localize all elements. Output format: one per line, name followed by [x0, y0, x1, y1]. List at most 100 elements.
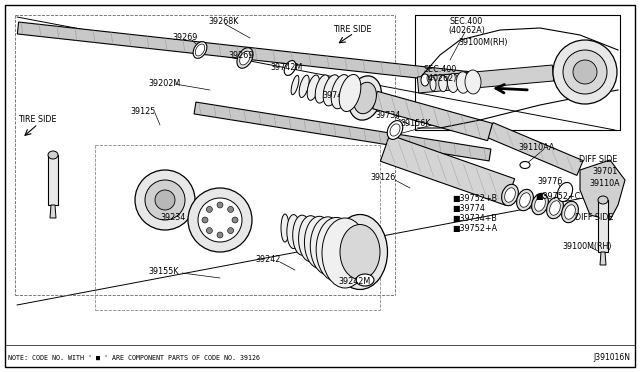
Ellipse shape: [534, 197, 545, 211]
Text: 39242M: 39242M: [338, 278, 371, 286]
Polygon shape: [380, 135, 515, 205]
Text: 39242: 39242: [255, 256, 280, 264]
Circle shape: [553, 40, 617, 104]
Ellipse shape: [550, 201, 561, 215]
Ellipse shape: [532, 193, 548, 215]
Ellipse shape: [307, 75, 319, 100]
Ellipse shape: [349, 76, 381, 120]
Text: 39776: 39776: [537, 177, 563, 186]
Ellipse shape: [353, 82, 376, 114]
Ellipse shape: [516, 189, 533, 211]
Ellipse shape: [447, 74, 458, 93]
Circle shape: [228, 228, 234, 234]
Ellipse shape: [421, 74, 429, 86]
Text: 39202M: 39202M: [148, 78, 180, 87]
Text: 39100M(RH): 39100M(RH): [458, 38, 508, 48]
Ellipse shape: [240, 51, 250, 65]
Ellipse shape: [339, 74, 361, 112]
Text: 39234: 39234: [160, 214, 185, 222]
Ellipse shape: [598, 196, 608, 204]
Circle shape: [202, 217, 208, 223]
Text: 39126: 39126: [370, 173, 396, 183]
Text: DIFF SIDE: DIFF SIDE: [575, 214, 613, 222]
Ellipse shape: [305, 216, 334, 268]
Polygon shape: [372, 92, 492, 141]
Ellipse shape: [287, 215, 300, 248]
Polygon shape: [194, 102, 491, 161]
Circle shape: [217, 202, 223, 208]
Ellipse shape: [561, 201, 579, 223]
Ellipse shape: [316, 217, 356, 282]
Text: ■39774: ■39774: [452, 203, 485, 212]
Text: 39734: 39734: [375, 110, 400, 119]
Ellipse shape: [520, 193, 531, 207]
Circle shape: [135, 170, 195, 230]
Text: 39268K: 39268K: [208, 17, 238, 26]
Circle shape: [228, 206, 234, 212]
Ellipse shape: [456, 72, 470, 93]
Polygon shape: [487, 123, 583, 175]
Text: ■39752+B: ■39752+B: [452, 193, 497, 202]
Text: DIFF SIDE: DIFF SIDE: [579, 155, 617, 164]
Ellipse shape: [281, 214, 289, 242]
Text: TIRE SIDE: TIRE SIDE: [18, 115, 56, 125]
Text: 39125: 39125: [130, 108, 156, 116]
Polygon shape: [48, 155, 58, 205]
Ellipse shape: [195, 44, 205, 56]
Ellipse shape: [520, 161, 530, 169]
Text: 39110AA: 39110AA: [518, 144, 554, 153]
Circle shape: [563, 50, 607, 94]
Text: (40262): (40262): [425, 74, 456, 83]
Circle shape: [198, 198, 242, 242]
Ellipse shape: [310, 217, 346, 275]
Text: ■39752+C: ■39752+C: [535, 192, 580, 201]
Ellipse shape: [292, 215, 312, 255]
Text: SEC.400: SEC.400: [423, 65, 456, 74]
Text: 39269: 39269: [172, 33, 197, 42]
Polygon shape: [580, 160, 625, 220]
Text: 39742M: 39742M: [270, 62, 302, 71]
Text: (40262A): (40262A): [448, 26, 485, 35]
Text: J391016N: J391016N: [593, 353, 630, 362]
Ellipse shape: [430, 77, 436, 91]
Ellipse shape: [557, 183, 573, 202]
Ellipse shape: [547, 197, 563, 219]
Ellipse shape: [284, 61, 296, 76]
Ellipse shape: [299, 216, 323, 262]
Ellipse shape: [48, 151, 58, 159]
Ellipse shape: [356, 274, 374, 286]
Ellipse shape: [465, 70, 481, 94]
Ellipse shape: [340, 224, 380, 279]
Ellipse shape: [237, 48, 253, 68]
Ellipse shape: [291, 75, 299, 95]
Polygon shape: [598, 200, 608, 252]
Text: 39110A: 39110A: [589, 179, 620, 187]
Ellipse shape: [333, 215, 387, 289]
Text: 39155K: 39155K: [148, 267, 179, 276]
Text: ■39752+A: ■39752+A: [452, 224, 497, 232]
Ellipse shape: [390, 124, 400, 136]
Text: 39742: 39742: [322, 90, 348, 99]
Polygon shape: [17, 22, 491, 86]
Text: SEC.400: SEC.400: [450, 17, 483, 26]
Text: 39701: 39701: [593, 167, 618, 176]
Ellipse shape: [439, 75, 447, 92]
Ellipse shape: [323, 75, 340, 106]
Circle shape: [206, 206, 212, 212]
Circle shape: [217, 232, 223, 238]
Polygon shape: [50, 205, 56, 218]
Circle shape: [145, 180, 185, 220]
Text: ■39734+B: ■39734+B: [452, 214, 497, 222]
Ellipse shape: [502, 184, 518, 206]
Ellipse shape: [193, 42, 207, 58]
Text: NOTE: CODE NO. WITH ' ■ ' ARE COMPONENT PARTS OF CODE NO. 39126: NOTE: CODE NO. WITH ' ■ ' ARE COMPONENT …: [8, 355, 260, 361]
Ellipse shape: [387, 121, 403, 140]
Text: TIRE SIDE: TIRE SIDE: [333, 26, 371, 35]
Ellipse shape: [322, 218, 368, 288]
Ellipse shape: [315, 75, 330, 103]
Ellipse shape: [331, 75, 351, 109]
Polygon shape: [417, 65, 554, 93]
Text: 39156K: 39156K: [400, 119, 430, 128]
Polygon shape: [600, 252, 606, 265]
Ellipse shape: [564, 205, 575, 219]
